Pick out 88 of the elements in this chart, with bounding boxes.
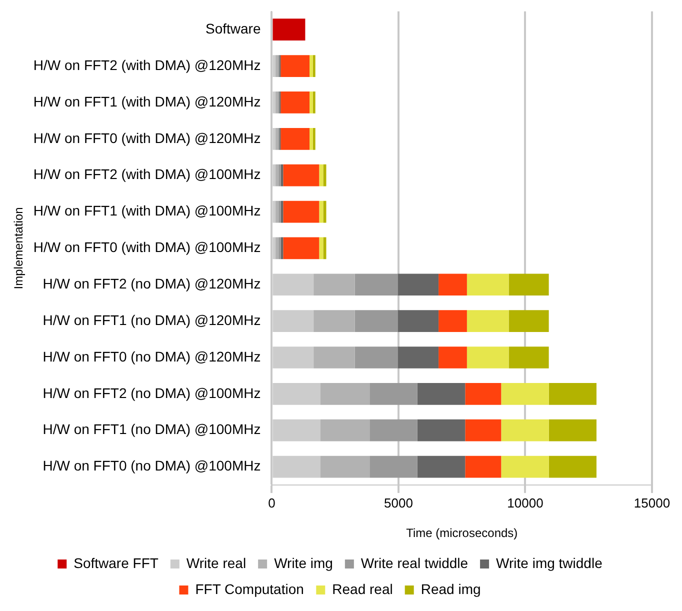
bar [501, 456, 549, 478]
bar [508, 310, 549, 332]
bar [465, 419, 502, 442]
y-tick-label: H/W on FFT2 (no DMA) @100MHz [42, 384, 261, 401]
bar [398, 346, 439, 368]
bar [501, 419, 549, 442]
y-tick-label: H/W on FFT0 (with DMA) @120MHz [33, 130, 261, 146]
bar [276, 55, 278, 77]
bar [548, 382, 596, 405]
y-tick-label: H/W on FFT1 (no DMA) @100MHz [42, 421, 261, 438]
y-tick-label: H/W on FFT0 (with DMA) @100MHz [33, 239, 261, 256]
bar [283, 200, 320, 223]
bar [276, 164, 279, 186]
legend-label: Write img [274, 554, 333, 571]
bar [310, 128, 313, 150]
bar [312, 55, 316, 77]
bar [323, 164, 326, 186]
bar [312, 128, 316, 150]
bar [465, 456, 502, 478]
bar [314, 274, 355, 296]
bar [417, 456, 466, 478]
bar [319, 200, 324, 223]
y-tick-label: H/W on FFT1 (with DMA) @100MHz [33, 202, 261, 219]
y-axis-title: Implementation [12, 207, 26, 290]
bar [319, 164, 324, 186]
bar [320, 419, 370, 442]
bar [508, 346, 549, 368]
x-tick-label: 15000 [634, 495, 670, 510]
bar [370, 419, 418, 442]
bar [276, 237, 279, 260]
bar [354, 310, 398, 332]
legend-label: Software FFT [74, 554, 159, 571]
bar [466, 346, 509, 368]
y-tick-label: H/W on FFT1 (no DMA) @120MHz [42, 312, 261, 328]
bar [370, 456, 418, 478]
legend-label: Write real [186, 554, 246, 571]
y-tick-label: H/W on FFT2 (with DMA) @100MHz [33, 166, 261, 182]
y-tick-label: H/W on FFT0 (no DMA) @100MHz [42, 458, 261, 474]
bar [272, 18, 306, 41]
x-tick-label: 10000 [507, 495, 544, 510]
y-tick-label: H/W on FFT2 (no DMA) @120MHz [42, 275, 261, 292]
bar [548, 456, 596, 478]
bar [283, 237, 320, 260]
bar [323, 200, 326, 223]
bar [438, 310, 467, 332]
bar [398, 310, 439, 332]
bar [438, 274, 467, 296]
bar [310, 92, 313, 114]
bar [314, 310, 355, 332]
bar [438, 346, 467, 368]
bar [466, 310, 509, 332]
bar [280, 92, 310, 114]
bar [276, 92, 278, 114]
x-tick-label: 5000 [384, 495, 413, 510]
bar [417, 419, 466, 442]
bar [501, 382, 549, 405]
bar [354, 346, 398, 368]
bar [280, 55, 310, 77]
y-tick-label: Software [206, 20, 261, 36]
bar [508, 274, 549, 296]
y-tick-label: H/W on FFT2 (with DMA) @120MHz [33, 56, 261, 73]
bar [323, 237, 326, 260]
bar [417, 382, 466, 405]
legend-label: Write img twiddle [496, 554, 603, 571]
bar [398, 274, 439, 296]
legend-label: Write real twiddle [360, 554, 468, 571]
bar [283, 164, 320, 186]
bar [276, 128, 278, 150]
y-tick-label: H/W on FFT1 (with DMA) @120MHz [33, 93, 261, 110]
bar [280, 128, 310, 150]
legend-label: FFT Computation [195, 580, 304, 597]
x-axis-title: Time (microseconds) [406, 526, 518, 540]
legend-label: Read img [420, 580, 481, 597]
y-tick-label: H/W on FFT0 (no DMA) @120MHz [42, 348, 261, 364]
bar [370, 382, 418, 405]
bar [276, 200, 279, 223]
bar [314, 346, 355, 368]
bar [320, 382, 370, 405]
bar [319, 237, 324, 260]
legend-label: Read real [332, 580, 393, 597]
bar [312, 92, 316, 114]
bar [466, 274, 509, 296]
bar [465, 382, 502, 405]
bar [310, 55, 313, 77]
bar [320, 456, 370, 478]
x-tick-label: 0 [268, 495, 276, 510]
bar [548, 419, 596, 442]
bar [354, 274, 398, 296]
